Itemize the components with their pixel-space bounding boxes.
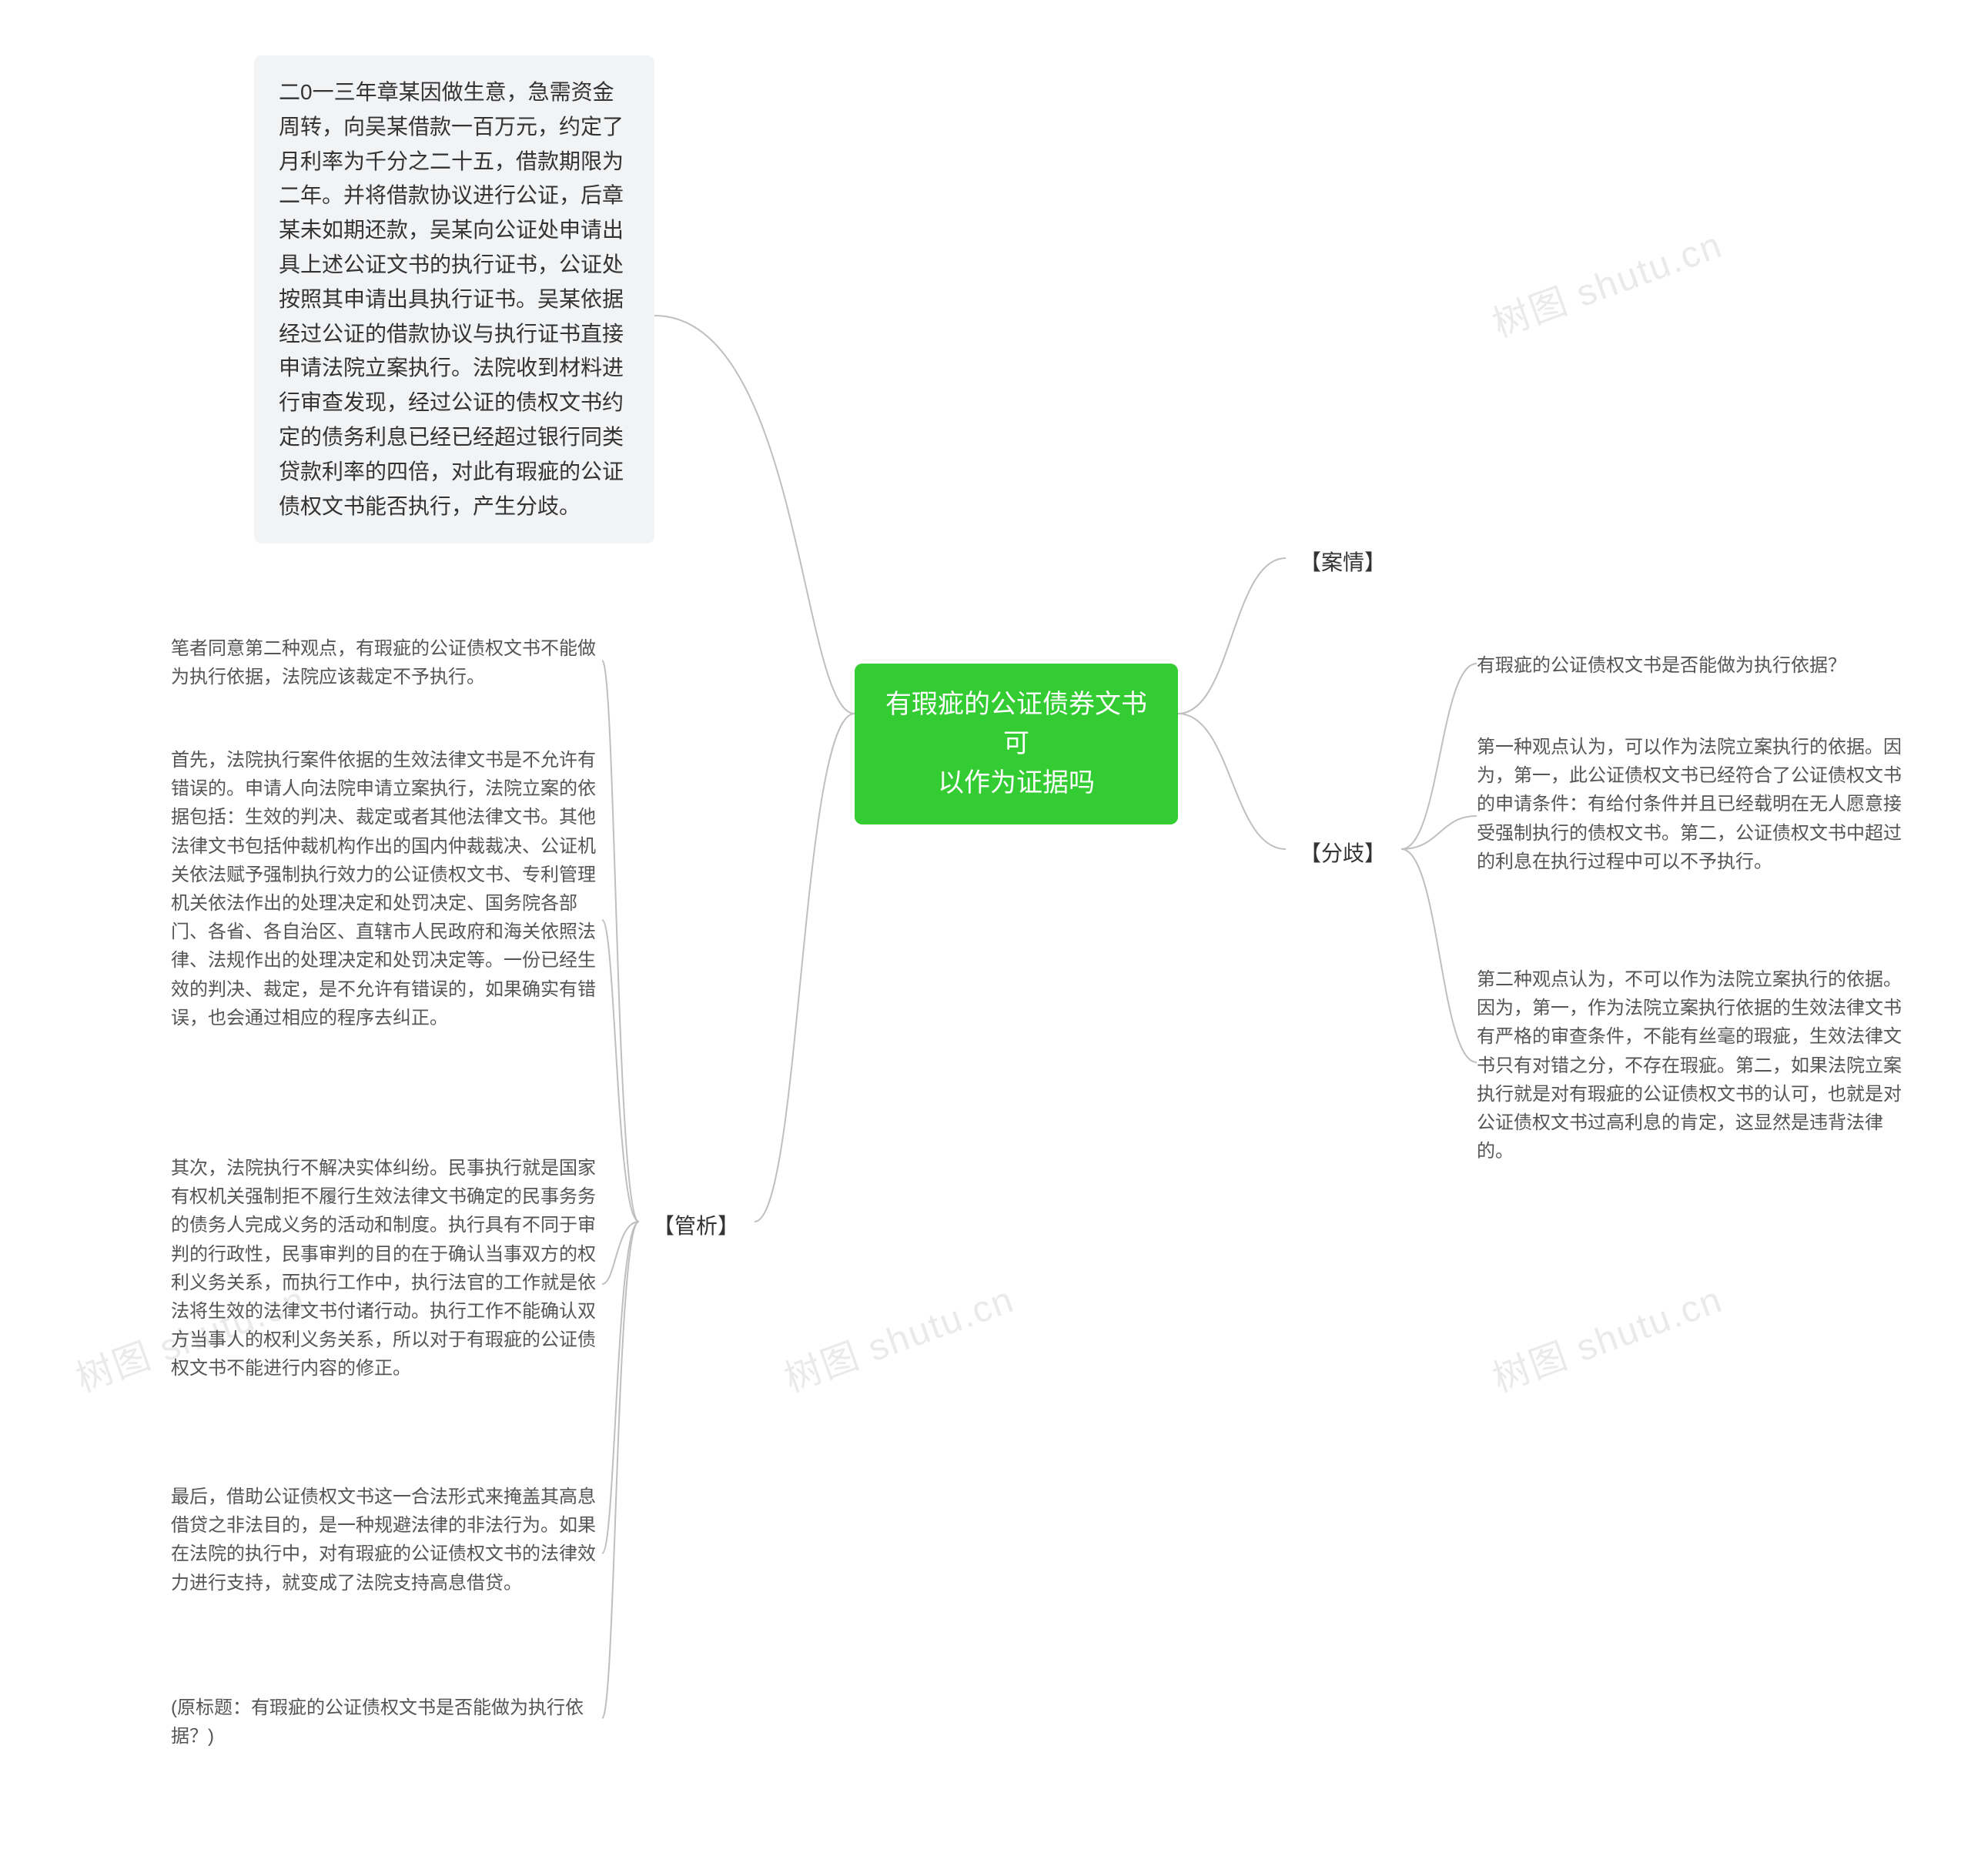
- root-title-line2: 以作为证据吗: [884, 764, 1149, 803]
- section-divergence-label[interactable]: 【分歧】: [1286, 830, 1401, 878]
- divergence-leaf-3[interactable]: 第二种观点认为，不可以作为法院立案执行的依据。因为，第一，作为法院立案执行依据的…: [1477, 962, 1908, 1169]
- section-case-label[interactable]: 【案情】: [1286, 539, 1401, 587]
- root-title-line1: 有瑕疵的公证债券文书可: [884, 685, 1149, 764]
- section-analysis-label[interactable]: 【管析】: [639, 1202, 755, 1250]
- root-node[interactable]: 有瑕疵的公证债券文书可 以作为证据吗: [855, 664, 1178, 824]
- watermark: 树图 shutu.cn: [1484, 1269, 1728, 1403]
- watermark: 树图 shutu.cn: [1484, 215, 1728, 348]
- analysis-leaf-3[interactable]: 其次，法院执行不解决实体纠纷。民事执行就是国家有权机关强制拒不履行生效法律文书确…: [171, 1151, 602, 1386]
- analysis-leaf-5[interactable]: (原标题：有瑕疵的公证债权文书是否能做为执行依据？): [171, 1690, 602, 1754]
- divergence-leaf-2[interactable]: 第一种观点认为，可以作为法院立案执行的依据。因为，第一，此公证债权文书已经符合了…: [1477, 730, 1908, 879]
- analysis-leaf-2[interactable]: 首先，法院执行案件依据的生效法律文书是不允许有错误的。申请人向法院申请立案执行，…: [171, 743, 602, 1035]
- watermark: 树图 shutu.cn: [775, 1269, 1020, 1403]
- analysis-leaf-4[interactable]: 最后，借助公证债权文书这一合法形式来掩盖其高息借贷之非法目的，是一种规避法律的非…: [171, 1480, 602, 1600]
- case-description-box[interactable]: 二0一三年章某因做生意，急需资金周转，向吴某借款一百万元，约定了月利率为千分之二…: [254, 55, 654, 543]
- mindmap-canvas: 树图 shutu.cn 树图 shutu.cn 树图 shutu.cn 树图 s…: [0, 0, 1971, 1876]
- analysis-leaf-1[interactable]: 笔者同意第二种观点，有瑕疵的公证债权文书不能做为执行依据，法院应该裁定不予执行。: [171, 631, 602, 694]
- divergence-leaf-1[interactable]: 有瑕疵的公证债权文书是否能做为执行依据？: [1477, 648, 1908, 683]
